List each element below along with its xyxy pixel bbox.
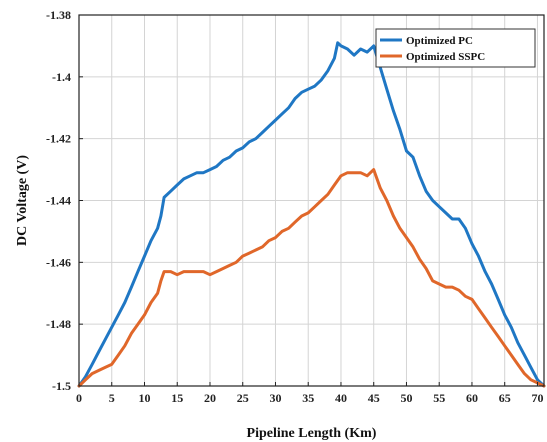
y-tick-label: -1.4 <box>52 70 71 84</box>
x-tick-label: 45 <box>368 391 380 405</box>
x-tick-label: 55 <box>433 391 445 405</box>
x-tick-label: 30 <box>269 391 281 405</box>
x-tick-label: 25 <box>237 391 249 405</box>
y-tick-label: -1.44 <box>46 194 71 208</box>
legend: Optimized PC Optimized SSPC <box>375 28 536 68</box>
x-tick-label: 50 <box>400 391 412 405</box>
series-layer <box>77 41 546 388</box>
x-tick-label: 40 <box>335 391 347 405</box>
x-tick-label: 15 <box>171 391 183 405</box>
x-tick-label: 10 <box>138 391 150 405</box>
legend-label-optimized-sspc: Optimized SSPC <box>406 51 485 63</box>
y-tick-label: -1.46 <box>46 255 71 269</box>
x-tick-label: 35 <box>302 391 314 405</box>
x-tick-label: 65 <box>499 391 511 405</box>
grid <box>78 14 544 387</box>
x-tick-label: 60 <box>466 391 478 405</box>
legend-box <box>375 28 536 68</box>
plot-frame <box>78 14 545 387</box>
series-line-optimized-sspc <box>77 168 546 388</box>
legend-label-optimized-pc: Optimized PC <box>406 35 473 47</box>
y-axis-label: DC Voltage (V) <box>15 155 30 246</box>
x-axis-label: Pipeline Length (Km) <box>247 426 377 441</box>
y-tick-label: -1.42 <box>46 132 71 146</box>
series-line-optimized-pc <box>77 41 546 388</box>
y-tick-label: -1.5 <box>52 379 71 393</box>
x-tick-label: 5 <box>109 391 115 405</box>
x-tick-label: 70 <box>531 391 543 405</box>
y-tick-label: -1.38 <box>46 8 71 22</box>
y-tick-label: -1.48 <box>46 317 71 331</box>
x-tick-label: 0 <box>76 391 82 405</box>
x-tick-label: 20 <box>204 391 216 405</box>
ticks: 0 5 10 15 20 25 30 35 40 45 50 55 60 65 70 -1.5 -1.48 -1.… <box>46 8 543 405</box>
